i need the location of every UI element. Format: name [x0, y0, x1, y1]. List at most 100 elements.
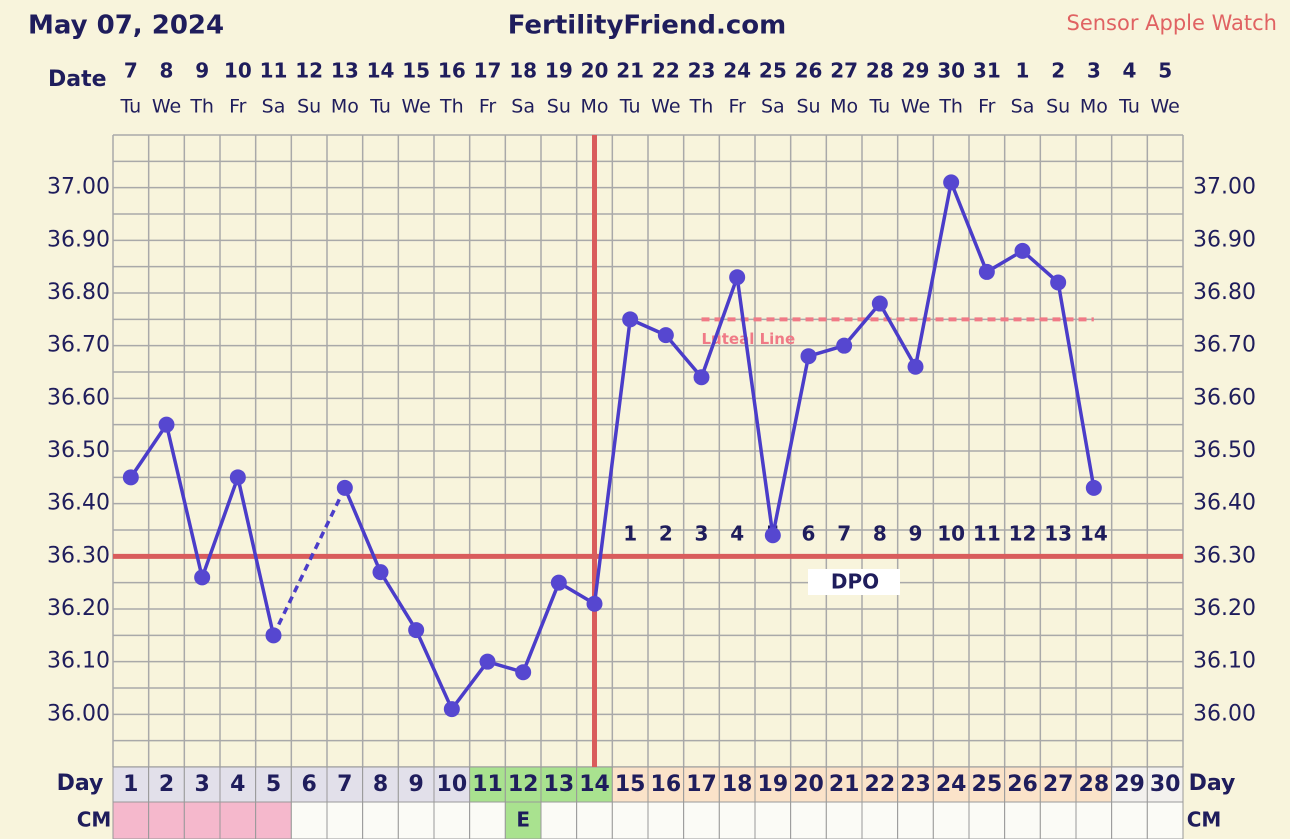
weekday-label: Th [439, 96, 464, 118]
temperature-point [622, 311, 639, 328]
cm-cell [611, 801, 649, 839]
temperature-point [158, 416, 175, 433]
temperature-point [1085, 479, 1102, 496]
chart-date: May 07, 2024 [28, 11, 224, 41]
weekday-label: Sa [262, 96, 286, 118]
date-label: 15 [402, 59, 430, 83]
x-tick-label: 9 [409, 772, 424, 797]
temperature-point [1014, 242, 1031, 259]
weekday-label: Th [189, 96, 214, 118]
temperature-point [229, 469, 246, 486]
y-tick-label: 36.20 [47, 596, 110, 621]
temperature-point [836, 337, 853, 354]
cm-cell [932, 801, 970, 839]
cm-cell [326, 801, 364, 839]
temperature-point [586, 595, 603, 612]
x-tick-label: 6 [302, 772, 317, 797]
x-tick-label: 27 [1043, 772, 1074, 797]
dpo-number: 11 [973, 522, 1001, 546]
x-tick-label: 25 [972, 772, 1003, 797]
x-tick-label: 26 [1007, 772, 1038, 797]
dpo-number: 9 [909, 522, 923, 546]
day-cell [1146, 766, 1184, 803]
y-tick-label-right: 36.70 [1193, 333, 1256, 358]
weekday-label: Tu [1118, 96, 1140, 118]
cm-cell [897, 801, 934, 839]
x-tick-label: 20 [793, 772, 824, 797]
y-tick-label: 36.50 [47, 438, 110, 463]
dpo-number: 3 [695, 522, 709, 546]
cm-value: E [516, 808, 530, 832]
cm-cell [112, 801, 150, 839]
sensor-label: Sensor Apple Watch [1067, 11, 1278, 35]
day-cell [504, 766, 542, 803]
weekday-label: We [651, 96, 680, 118]
x-tick-label: 24 [936, 772, 967, 797]
x-tick-label: 30 [1150, 772, 1181, 797]
x-tick-label: 5 [266, 772, 281, 797]
weekday-label: We [401, 96, 430, 118]
cm-cell [148, 801, 185, 839]
x-tick-label: 15 [615, 772, 646, 797]
luteal-line-label: Luteal Line [702, 330, 796, 348]
cm-cell [1146, 801, 1184, 839]
dpo-number: 13 [1044, 522, 1072, 546]
date-label: 29 [902, 59, 930, 83]
y-tick-label-right: 36.90 [1193, 227, 1256, 252]
x-tick-label: 8 [373, 772, 388, 797]
dpo-number: 12 [1009, 522, 1037, 546]
gap-connector [271, 487, 347, 637]
weekday-label: We [901, 96, 930, 118]
date-label: 24 [723, 59, 751, 83]
temperature-point [479, 653, 496, 670]
date-label: 18 [509, 59, 537, 83]
cm-cell [576, 801, 613, 839]
temperature-point [871, 295, 888, 312]
temperature-point [800, 348, 817, 365]
y-tick-label: 36.60 [47, 385, 110, 410]
day-cell [576, 766, 613, 803]
x-tick-label: 19 [758, 772, 789, 797]
temperature-point [515, 664, 532, 681]
weekday-label: Sa [511, 96, 535, 118]
x-tick-label: 29 [1114, 772, 1145, 797]
temperature-point [265, 627, 282, 644]
day-cell [290, 766, 328, 803]
cm-cell [397, 801, 435, 839]
cm-cell [647, 801, 685, 839]
y-tick-label: 36.90 [47, 227, 110, 252]
x-tick-label: 22 [865, 772, 896, 797]
y-tick-label-right: 36.00 [1193, 701, 1256, 726]
weekday-label: Fr [229, 96, 247, 118]
weekday-label: Sa [761, 96, 785, 118]
y-tick-label-right: 37.00 [1193, 175, 1256, 200]
temperature-point [1050, 274, 1067, 291]
date-label: 20 [581, 59, 609, 83]
weekday-label: Fr [479, 96, 497, 118]
cm-cell [1075, 801, 1113, 839]
y-tick-label: 36.40 [47, 491, 110, 516]
temperature-point [372, 564, 389, 581]
date-label: 16 [438, 59, 466, 83]
weekday-label: We [1150, 96, 1179, 118]
x-tick-label: 16 [651, 772, 682, 797]
y-tick-label-right: 36.40 [1193, 491, 1256, 516]
weekday-label: Tu [868, 96, 890, 118]
date-label: 23 [688, 59, 716, 83]
date-label: 14 [367, 59, 395, 83]
temperature-point [408, 622, 425, 639]
x-tick-label: 7 [337, 772, 352, 797]
dpo-number: 6 [802, 522, 816, 546]
date-label: 1 [1016, 59, 1030, 83]
weekday-label: Fr [978, 96, 996, 118]
day-cell [326, 766, 364, 803]
date-label: 26 [795, 59, 823, 83]
date-label: 8 [160, 59, 174, 83]
temperature-point [657, 327, 674, 344]
x-tick-label: 23 [900, 772, 931, 797]
cm-cell [683, 801, 720, 839]
temperature-point [443, 701, 460, 718]
